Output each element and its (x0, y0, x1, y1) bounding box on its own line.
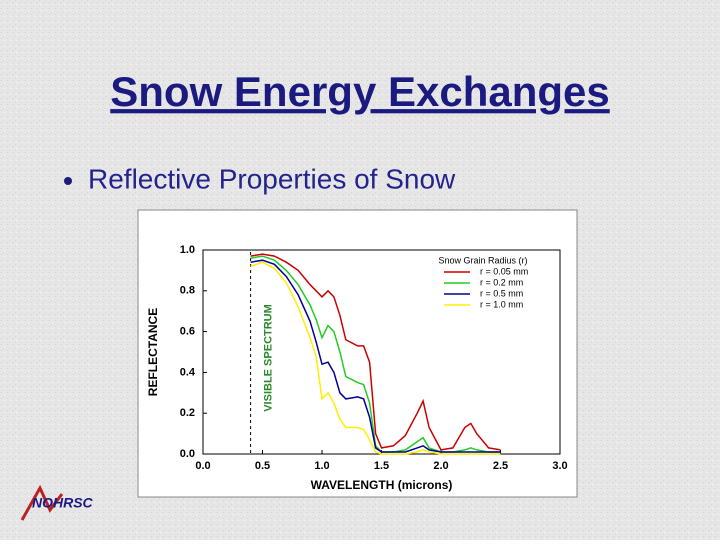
legend-label: r = 0.05 mm (480, 266, 528, 276)
logo-mark (20, 484, 64, 521)
legend-label: r = 0.5 mm (480, 288, 523, 298)
x-tick-label: 2.0 (433, 460, 448, 472)
series-line (250, 261, 501, 455)
chart-frame (137, 209, 578, 498)
y-tick-label: 0.0 (180, 448, 195, 460)
x-axis-label: WAVELENGTH (microns) (311, 478, 453, 492)
bullet-text: Reflective Properties of Snow (88, 163, 456, 194)
x-tick-label: 1.0 (314, 460, 329, 472)
y-tick-label: 0.6 (180, 326, 195, 338)
logo-text: NOHRSC (32, 495, 94, 511)
legend-label: r = 1.0 mm (480, 299, 523, 309)
legend-label: r = 0.2 mm (480, 277, 523, 287)
series-line (250, 259, 501, 453)
logo: NOHRSC (20, 484, 94, 521)
y-tick-label: 0.4 (180, 366, 196, 378)
y-tick-label: 0.2 (180, 407, 195, 419)
x-tick-label: 3.0 (552, 460, 567, 472)
slide-title: Snow Energy Exchanges (110, 68, 610, 115)
x-tick-label: 1.5 (374, 460, 389, 472)
bullet-dot (64, 177, 72, 185)
legend-title: Snow Grain Radius (r) (438, 255, 527, 265)
y-tick-label: 0.8 (180, 285, 195, 297)
series-line (250, 253, 501, 451)
annotation: VISIBLE SPECTRUM (263, 304, 275, 412)
y-axis-label: REFLECTANCE (146, 308, 160, 396)
y-tick-label: 1.0 (180, 244, 195, 256)
x-tick-label: 2.5 (493, 460, 508, 472)
x-tick-label: 0.0 (195, 460, 210, 472)
x-tick-label: 0.5 (255, 460, 270, 472)
